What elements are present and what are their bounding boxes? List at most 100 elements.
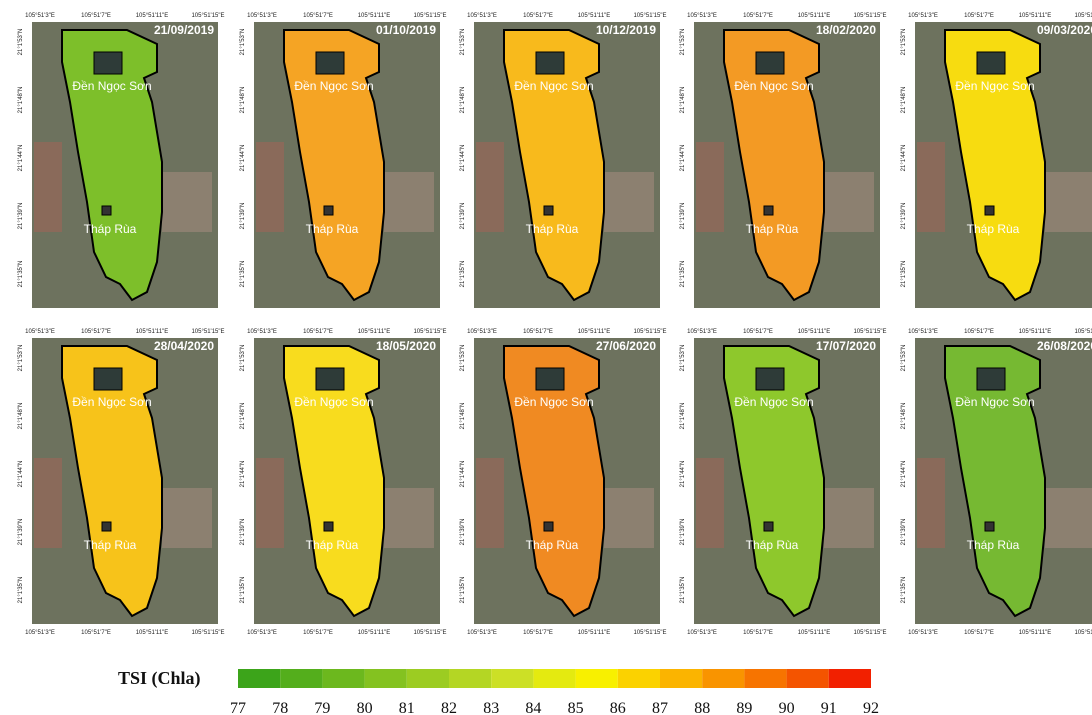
lat-label: 21°1'39"N: [18, 519, 24, 546]
lon-label: 105°51'7"E: [964, 630, 994, 636]
legend-tick: 86: [610, 700, 626, 715]
lon-label: 105°51'3"E: [467, 13, 497, 19]
tower-island: [985, 522, 994, 531]
lon-label: 105°51'15"E: [413, 630, 446, 636]
lon-label: 105°51'11"E: [358, 13, 391, 19]
lat-label: 21°1'44"N: [901, 145, 907, 172]
lon-label: 105°51'3"E: [908, 329, 938, 335]
city-block: [917, 458, 945, 548]
legend-swatch: [280, 669, 322, 688]
lon-label: 105°51'3"E: [247, 13, 277, 19]
lon-label: 105°51'3"E: [247, 329, 277, 335]
temple-island: [94, 52, 122, 74]
temple-label: Đền Ngọc Sơn: [72, 79, 151, 93]
tower-island: [544, 206, 553, 215]
lat-label: 21°1'44"N: [240, 145, 246, 172]
tower-island: [544, 522, 553, 531]
lon-label: 105°51'11"E: [1019, 329, 1052, 335]
lat-label: 21°1'48"N: [240, 403, 246, 430]
lon-label: 105°51'3"E: [25, 630, 55, 636]
lon-label: 105°51'7"E: [743, 13, 773, 19]
lon-label: 105°51'11"E: [578, 329, 611, 335]
map-panel: 18/02/2020Đền Ngọc SơnTháp Rùa: [694, 22, 880, 308]
lon-label: 105°51'11"E: [798, 630, 831, 636]
lon-label: 105°51'11"E: [1019, 13, 1052, 19]
legend-tick: 88: [694, 700, 710, 715]
city-block: [917, 142, 945, 232]
date-label: 09/03/2020: [1037, 23, 1092, 37]
map-panel: 09/03/2020Đền Ngọc SơnTháp Rùa: [915, 22, 1092, 308]
lon-label: 105°51'15"E: [853, 630, 886, 636]
map-panel: 26/08/2020Đền Ngọc SơnTháp Rùa: [915, 338, 1092, 624]
lat-label: 21°1'48"N: [901, 87, 907, 114]
temple-island: [756, 52, 784, 74]
lon-label: 105°51'15"E: [191, 329, 224, 335]
legend-swatch: [533, 669, 575, 688]
lat-label: 21°1'35"N: [240, 261, 246, 288]
lat-label: 21°1'44"N: [901, 461, 907, 488]
legend-swatch: [744, 669, 786, 688]
legend-swatch: [238, 669, 280, 688]
lon-label: 105°51'11"E: [578, 13, 611, 19]
date-label: 17/07/2020: [816, 339, 876, 353]
lon-label: 105°51'11"E: [358, 329, 391, 335]
legend-swatch: [322, 669, 364, 688]
legend-swatch: [576, 669, 618, 688]
lon-label: 105°51'7"E: [964, 13, 994, 19]
temple-label: Đền Ngọc Sơn: [72, 395, 151, 409]
legend-tick: 82: [441, 700, 457, 715]
temple-label: Đền Ngọc Sơn: [294, 79, 373, 93]
lat-label: 21°1'39"N: [680, 203, 686, 230]
tower-label: Tháp Rùa: [967, 222, 1020, 236]
temple-island: [977, 368, 1005, 390]
lat-label: 21°1'48"N: [680, 403, 686, 430]
lon-label: 105°51'11"E: [798, 329, 831, 335]
lon-label: 105°51'7"E: [523, 13, 553, 19]
lat-label: 21°1'48"N: [460, 87, 466, 114]
lat-label: 21°1'35"N: [901, 261, 907, 288]
temple-island: [316, 368, 344, 390]
lat-label: 21°1'53"N: [18, 29, 24, 56]
legend-swatch: [491, 669, 533, 688]
lat-label: 21°1'44"N: [18, 145, 24, 172]
temple-label: Đền Ngọc Sơn: [514, 79, 593, 93]
lon-label: 105°51'7"E: [743, 630, 773, 636]
tower-island: [764, 522, 773, 531]
city-block: [34, 142, 62, 232]
lon-label: 105°51'11"E: [798, 13, 831, 19]
lat-label: 21°1'48"N: [18, 87, 24, 114]
city-block: [34, 458, 62, 548]
city-block: [384, 488, 434, 548]
temple-island: [756, 368, 784, 390]
tower-label: Tháp Rùa: [84, 538, 137, 552]
lat-label: 21°1'39"N: [460, 519, 466, 546]
lon-label: 105°51'11"E: [578, 630, 611, 636]
lon-label: 105°51'3"E: [687, 630, 717, 636]
lon-label: 105°51'3"E: [247, 630, 277, 636]
legend-tick: 87: [652, 700, 668, 715]
lat-label: 21°1'53"N: [240, 29, 246, 56]
date-label: 18/02/2020: [816, 23, 876, 37]
date-label: 10/12/2019: [596, 23, 656, 37]
lat-label: 21°1'39"N: [240, 519, 246, 546]
temple-label: Đền Ngọc Sơn: [734, 395, 813, 409]
city-block: [604, 172, 654, 232]
lon-label: 105°51'7"E: [81, 329, 111, 335]
lon-label: 105°51'7"E: [303, 329, 333, 335]
map-panel: 28/04/2020Đền Ngọc SơnTháp Rùa: [32, 338, 218, 624]
tower-island: [324, 522, 333, 531]
legend-tick: 85: [568, 700, 584, 715]
legend-tick: 79: [314, 700, 330, 715]
lat-label: 21°1'44"N: [680, 461, 686, 488]
lat-label: 21°1'35"N: [240, 577, 246, 604]
legend-swatch: [829, 669, 871, 688]
map-panel: 18/05/2020Đền Ngọc SơnTháp Rùa: [254, 338, 440, 624]
lon-label: 105°51'7"E: [81, 13, 111, 19]
legend-tick: 91: [821, 700, 837, 715]
lon-label: 105°51'7"E: [964, 329, 994, 335]
tower-island: [102, 206, 111, 215]
legend-swatch: [407, 669, 449, 688]
lat-label: 21°1'48"N: [460, 403, 466, 430]
lat-label: 21°1'44"N: [240, 461, 246, 488]
